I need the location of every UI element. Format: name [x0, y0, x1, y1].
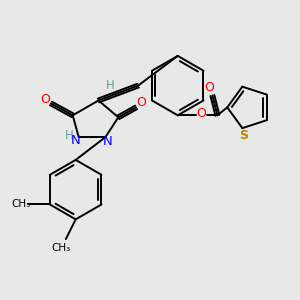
Text: H: H: [106, 79, 115, 92]
Text: S: S: [239, 129, 248, 142]
Text: O: O: [136, 96, 146, 109]
Text: H: H: [64, 129, 73, 142]
Text: N: N: [71, 134, 81, 147]
Text: CH₃: CH₃: [51, 243, 70, 253]
Text: O: O: [205, 81, 214, 94]
Text: CH₃: CH₃: [12, 200, 31, 209]
Text: O: O: [196, 107, 206, 120]
Text: O: O: [40, 93, 50, 106]
Text: N: N: [103, 135, 112, 148]
